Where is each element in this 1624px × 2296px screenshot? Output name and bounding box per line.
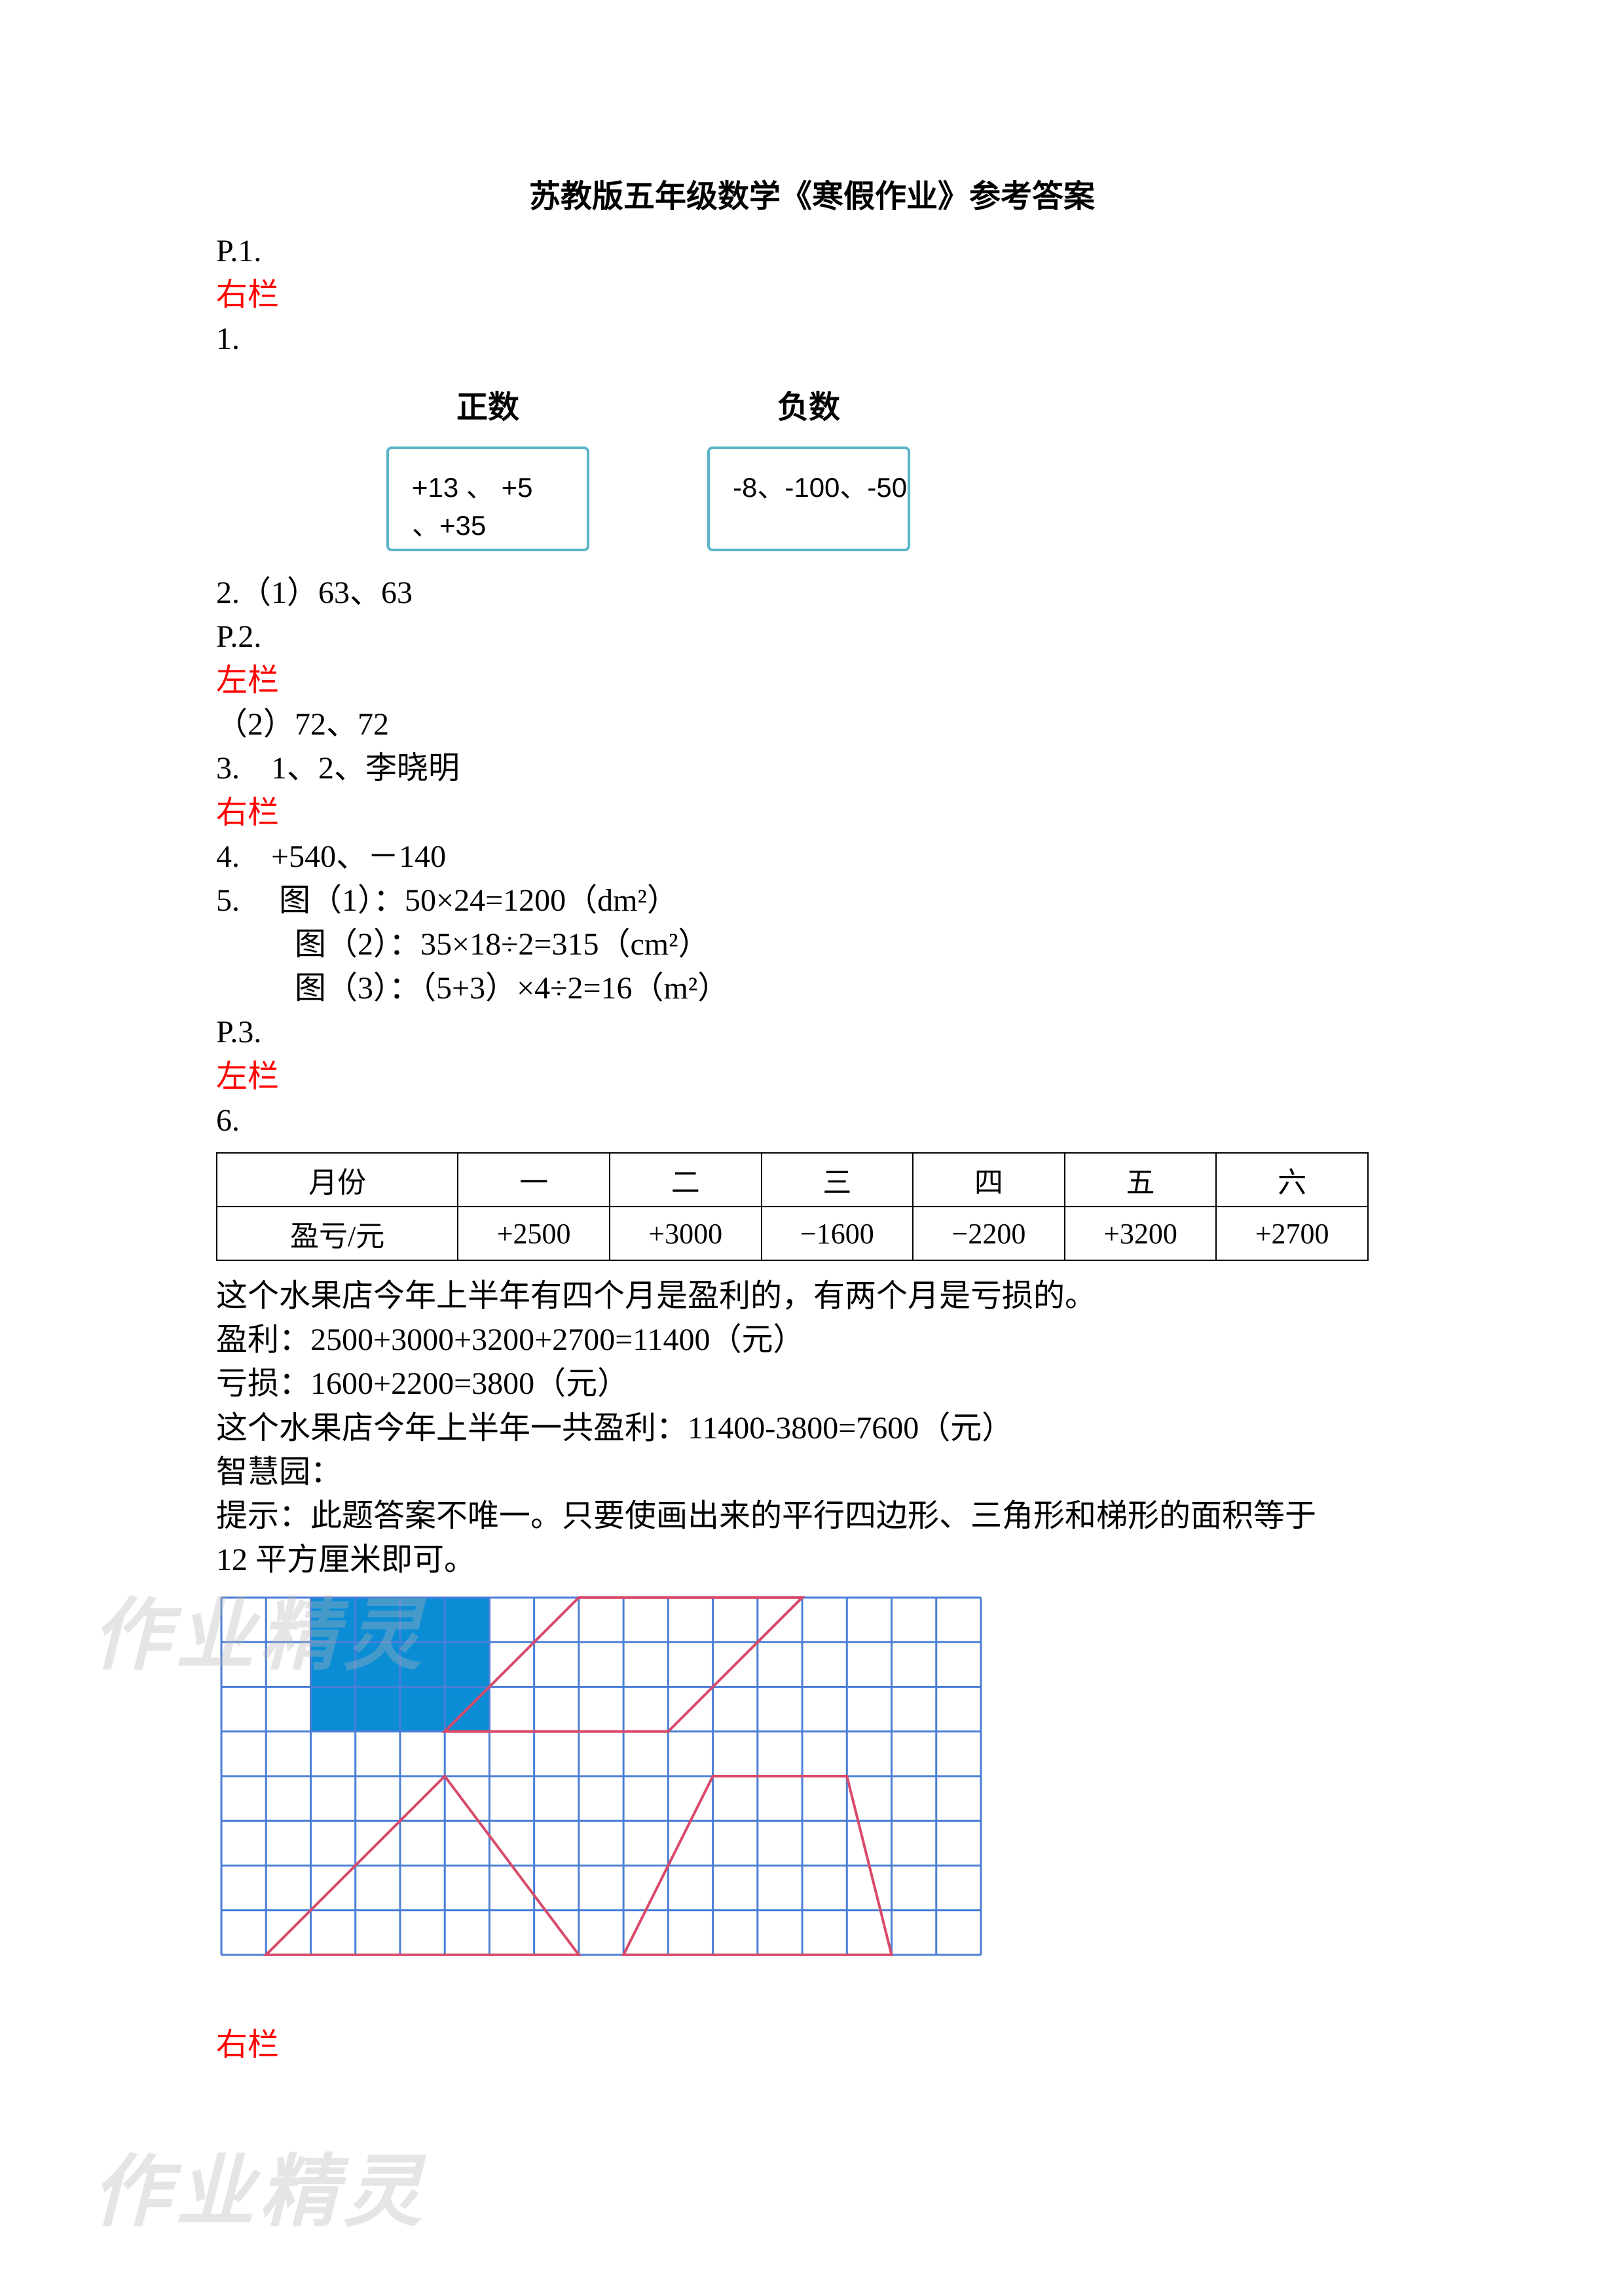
positive-label: 正数	[456, 381, 519, 427]
p1-label: P.1.	[216, 229, 1408, 273]
table-header-cell: 月份	[217, 1153, 458, 1207]
question-5c: 图（3）：（5+3）×4÷2=16（m²）	[216, 966, 1408, 1010]
question-2b: （2）72、72	[216, 702, 1408, 746]
left-column-label-1: 左栏	[216, 659, 1408, 702]
table-cell: +3000	[610, 1207, 762, 1260]
left-column-label-2: 左栏	[216, 1055, 1408, 1099]
wisdom-label: 智慧园：	[216, 1450, 1408, 1494]
right-column-label-1: 右栏	[216, 273, 1408, 317]
table-header-cell: 四	[913, 1153, 1065, 1207]
negative-box-col: 负数 -8、-100、-50	[707, 381, 910, 551]
table-cell: −2200	[913, 1207, 1065, 1260]
right-column-label-3: 右栏	[216, 2023, 1408, 2067]
table-header-cell: 一	[458, 1153, 610, 1207]
positive-box: +13 、 +5 、+35	[386, 446, 589, 551]
total-calc: 这个水果店今年上半年一共盈利：11400-3800=7600（元）	[216, 1406, 1408, 1450]
p2-label: P.2.	[216, 615, 1408, 659]
number-boxes-row: 正数 +13 、 +5 、+35 负数 -8、-100、-50	[386, 381, 1408, 551]
profit-calc: 盈利：2500+3000+3200+2700=11400（元）	[216, 1318, 1408, 1362]
question-5b: 图（2）：35×18÷2=315（cm²）	[216, 922, 1408, 966]
table-header-cell: 五	[1065, 1153, 1217, 1207]
negative-box: -8、-100、-50	[707, 446, 910, 551]
p3-label: P.3.	[216, 1010, 1408, 1054]
question-4: 4. +540、－140	[216, 835, 1408, 879]
table-cell: +2700	[1216, 1207, 1368, 1260]
table-data-row: 盈亏/元 +2500 +3000 −1600 −2200 +3200 +2700	[217, 1207, 1368, 1260]
description-1: 这个水果店今年上半年有四个月是盈利的，有两个月是亏损的。	[216, 1274, 1408, 1318]
page-title: 苏教版五年级数学《寒假作业》参考答案	[216, 170, 1408, 216]
question-1: 1.	[216, 317, 1408, 361]
hint-line-1: 提示：此题答案不唯一。只要使画出来的平行四边形、三角形和梯形的面积等于	[216, 1494, 1408, 1538]
question-3: 3. 1、2、李晓明	[216, 746, 1408, 790]
table-cell: +2500	[458, 1207, 610, 1260]
shapes-grid-diagram	[216, 1592, 986, 1961]
right-column-label-2: 右栏	[216, 791, 1408, 835]
table-cell: −1600	[762, 1207, 913, 1260]
table-header-cell: 三	[762, 1153, 913, 1207]
table-header-row: 月份 一 二 三 四 五 六	[217, 1153, 1368, 1207]
table-header-cell: 二	[610, 1153, 762, 1207]
table-cell: +3200	[1065, 1207, 1217, 1260]
hint-line-2: 12 平方厘米即可。	[216, 1538, 1408, 1582]
question-2a: 2.（1）63、63	[216, 571, 1408, 615]
profit-loss-table: 月份 一 二 三 四 五 六 盈亏/元 +2500 +3000 −1600 −2…	[216, 1152, 1369, 1261]
question-6: 6.	[216, 1099, 1408, 1142]
table-row-label: 盈亏/元	[217, 1207, 458, 1260]
loss-calc: 亏损：1600+2200=3800（元）	[216, 1362, 1408, 1406]
table-header-cell: 六	[1216, 1153, 1368, 1207]
positive-box-col: 正数 +13 、 +5 、+35	[386, 381, 589, 551]
question-5a: 5. 图（1）：50×24=1200（dm²）	[216, 879, 1408, 922]
watermark-2: 作业精灵	[92, 2128, 427, 2242]
negative-label: 负数	[777, 381, 840, 427]
